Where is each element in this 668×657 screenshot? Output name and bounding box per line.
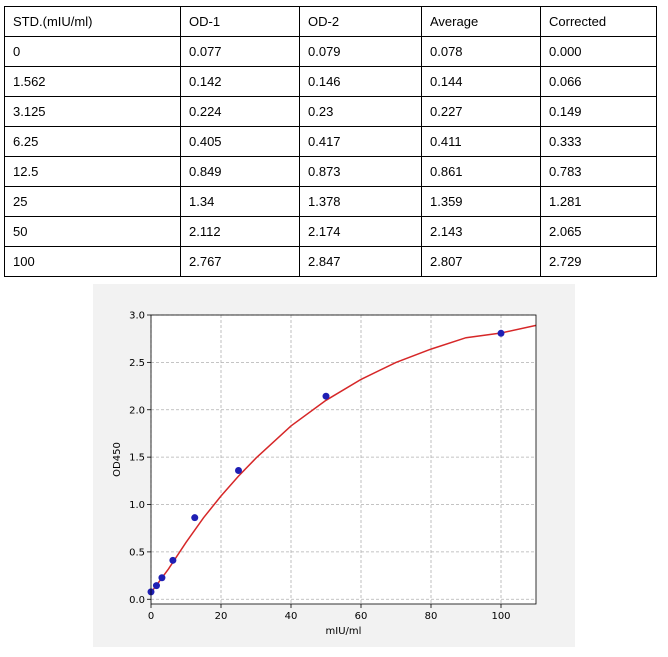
table-cell: 25 [4, 186, 181, 217]
table-cell: 2.767 [180, 246, 300, 277]
y-tick-label: 0.0 [129, 595, 145, 606]
data-point [235, 466, 242, 474]
table-cell: 2.174 [299, 216, 422, 247]
data-point [158, 574, 166, 582]
table-row: 6.25 0.405 0.417 0.411 0.333 [4, 126, 657, 157]
table-cell: 0.000 [540, 36, 657, 67]
table-cell: 0.861 [421, 156, 541, 187]
table-cell: 0.23 [299, 96, 422, 127]
x-tick-label: 40 [285, 611, 298, 622]
plot-area [151, 315, 536, 604]
table-cell: 0.873 [299, 156, 422, 187]
table-cell: 0 [4, 36, 181, 67]
table-header-row: STD.(mIU/ml) OD-1 OD-2 Average Corrected [4, 6, 657, 37]
x-axis-label: mIU/ml [326, 626, 362, 637]
y-tick-label: 3.0 [129, 311, 145, 322]
y-tick-label: 1.5 [129, 453, 145, 464]
table-cell: 0.224 [180, 96, 300, 127]
plot-frame [150, 314, 537, 605]
table-cell: 0.783 [540, 156, 657, 187]
table-cell: 0.142 [180, 66, 300, 97]
table-cell: 0.417 [299, 126, 422, 157]
table-cell: 0.227 [421, 96, 541, 127]
header-average: Average [421, 6, 541, 37]
table-row: 1.562 0.142 0.146 0.144 0.066 [4, 66, 657, 97]
table-row: 0 0.077 0.079 0.078 0.000 [4, 36, 657, 67]
table-cell: 0.079 [299, 36, 422, 67]
table-cell: 3.125 [4, 96, 181, 127]
table-cell: 2.143 [421, 216, 541, 247]
data-point [497, 329, 505, 337]
header-od2: OD-2 [299, 6, 422, 37]
table-cell: 1.34 [180, 186, 300, 217]
chart-svg: 0 20 40 60 80 100 0.0 0.5 1.0 1.5 2.0 2.5 3.0 mIU/ml O… [112, 311, 537, 637]
y-axis-label: OD450 [112, 442, 123, 477]
table-cell: 2.112 [180, 216, 300, 247]
table-row: 100 2.767 2.847 2.807 2.729 [4, 246, 657, 277]
table-cell: 0.077 [180, 36, 300, 67]
table-cell: 1.359 [421, 186, 541, 217]
header-corrected: Corrected [540, 6, 657, 37]
data-point [191, 514, 199, 522]
x-tick-label: 100 [491, 611, 510, 622]
table-cell: 0.849 [180, 156, 300, 187]
y-tick-label: 1.0 [129, 500, 145, 511]
header-std: STD.(mIU/ml) [4, 6, 181, 37]
standard-curve-chart: 0 20 40 60 80 100 0.0 0.5 1.0 1.5 2.0 2.5 3.0 mIU/ml O… [93, 284, 575, 647]
fit-curve [150, 324, 537, 594]
table-cell: 1.562 [4, 66, 181, 97]
standard-table: STD.(mIU/ml) OD-1 OD-2 Average Corrected… [4, 6, 657, 277]
data-point [152, 582, 160, 590]
standard-table-body: STD.(mIU/ml) OD-1 OD-2 Average Corrected… [4, 6, 657, 277]
table-cell: 0.411 [421, 126, 541, 157]
table-cell: 0.333 [540, 126, 657, 157]
x-tick-label: 20 [215, 611, 228, 622]
data-point [169, 556, 177, 564]
x-tick-label: 60 [355, 611, 368, 622]
table-cell: 0.144 [421, 66, 541, 97]
table-cell: 2.847 [299, 246, 422, 277]
table-row: 3.125 0.224 0.23 0.227 0.149 [4, 96, 657, 127]
table-row: 12.5 0.849 0.873 0.861 0.783 [4, 156, 657, 187]
table-cell: 1.378 [299, 186, 422, 217]
y-tick-label: 2.5 [129, 358, 145, 369]
table-cell: 12.5 [4, 156, 181, 187]
table-row: 25 1.34 1.378 1.359 1.281 [4, 186, 657, 217]
table-cell: 2.807 [421, 246, 541, 277]
y-tick-label: 0.5 [129, 547, 145, 558]
x-tick-label: 80 [425, 611, 438, 622]
header-od1: OD-1 [180, 6, 300, 37]
data-point [322, 392, 330, 400]
table-cell: 50 [4, 216, 181, 247]
table-cell: 0.405 [180, 126, 300, 157]
table-cell: 1.281 [540, 186, 657, 217]
table-cell: 2.065 [540, 216, 657, 247]
table-cell: 2.729 [540, 246, 657, 277]
table-cell: 0.149 [540, 96, 657, 127]
table-row: 50 2.112 2.174 2.143 2.065 [4, 216, 657, 247]
table-cell: 6.25 [4, 126, 181, 157]
table-cell: 100 [4, 246, 181, 277]
x-tick-label: 0 [148, 611, 154, 622]
table-cell: 0.066 [540, 66, 657, 97]
table-cell: 0.078 [421, 36, 541, 67]
y-tick-label: 2.0 [129, 405, 145, 416]
table-cell: 0.146 [299, 66, 422, 97]
